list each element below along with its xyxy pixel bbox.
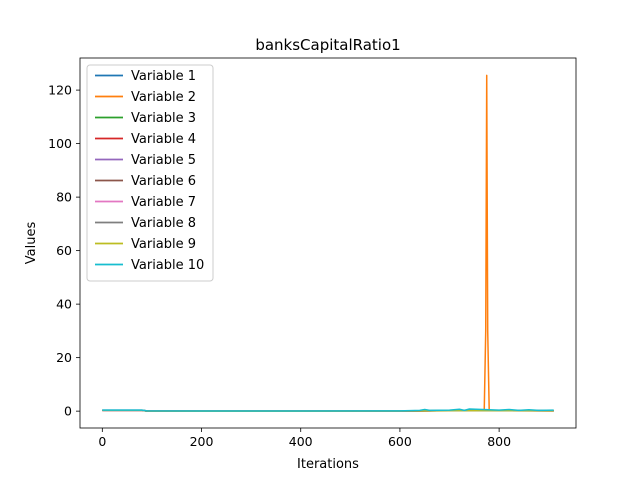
legend-entry-label: Variable 1 — [131, 69, 196, 84]
legend-entry-label: Variable 2 — [131, 90, 196, 105]
x-tick-label: 0 — [98, 434, 106, 449]
y-tick-label: 120 — [48, 83, 72, 98]
legend-box — [86, 64, 214, 282]
series-layer — [102, 74, 554, 413]
x-tick-label: 400 — [289, 434, 313, 449]
x-tick-label: 200 — [190, 434, 214, 449]
x-tick-label: 800 — [487, 434, 511, 449]
legend-entry-label: Variable 4 — [131, 132, 196, 147]
legend-entry-label: Variable 6 — [131, 174, 196, 189]
legend-entry-label: Variable 5 — [131, 153, 196, 168]
legend-entry-label: Variable 7 — [131, 195, 196, 210]
y-axis-label: Values — [24, 222, 39, 265]
legend-entry-label: Variable 10 — [131, 258, 204, 273]
plot-frame — [79, 57, 577, 429]
y-tick-label: 80 — [56, 190, 72, 205]
legend: Variable 1 Variable 2 Variable 3 Variable 4… — [86, 64, 214, 282]
y-tick-label: 60 — [56, 243, 72, 258]
chart-title: banksCapitalRatio1 — [255, 36, 400, 54]
y-tick-label: 20 — [56, 350, 72, 365]
legend-entry-label: Variable 9 — [131, 237, 196, 252]
y-tick-label: 40 — [56, 297, 72, 312]
legend-entry-label: Variable 8 — [131, 216, 196, 231]
legend-entry-label: Variable 3 — [131, 111, 196, 126]
x-axis-ticks: 0 200 400 600 800 — [98, 428, 511, 449]
y-tick-label: 0 — [64, 404, 72, 419]
y-axis-ticks: 0 20 40 60 80 100 120 — [48, 83, 80, 419]
series-line-10 — [102, 408, 554, 412]
x-axis-label: Iterations — [297, 457, 359, 472]
y-tick-label: 100 — [48, 136, 72, 151]
x-tick-label: 600 — [388, 434, 412, 449]
